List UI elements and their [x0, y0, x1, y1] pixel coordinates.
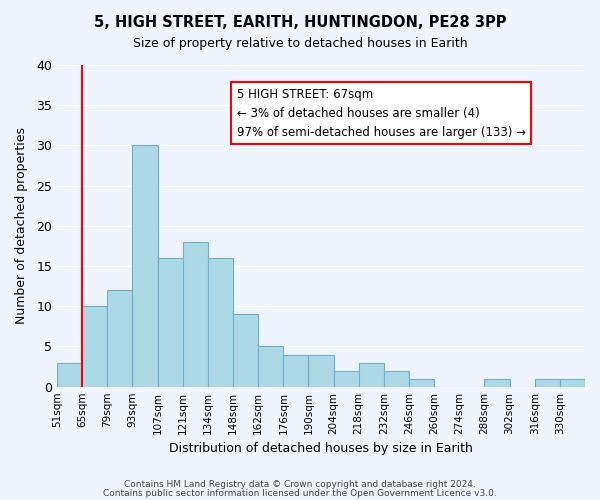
- Bar: [82, 306, 107, 386]
- Bar: [283, 354, 308, 386]
- Bar: [334, 370, 359, 386]
- Bar: [409, 378, 434, 386]
- Bar: [384, 370, 409, 386]
- Bar: [359, 362, 384, 386]
- Bar: [208, 258, 233, 386]
- Text: Contains public sector information licensed under the Open Government Licence v3: Contains public sector information licen…: [103, 488, 497, 498]
- Bar: [57, 362, 82, 386]
- X-axis label: Distribution of detached houses by size in Earith: Distribution of detached houses by size …: [169, 442, 473, 455]
- Y-axis label: Number of detached properties: Number of detached properties: [15, 128, 28, 324]
- Bar: [233, 314, 258, 386]
- Bar: [183, 242, 208, 386]
- Text: Contains HM Land Registry data © Crown copyright and database right 2024.: Contains HM Land Registry data © Crown c…: [124, 480, 476, 489]
- Bar: [484, 378, 509, 386]
- Text: Size of property relative to detached houses in Earith: Size of property relative to detached ho…: [133, 38, 467, 51]
- Bar: [107, 290, 133, 386]
- Text: 5, HIGH STREET, EARITH, HUNTINGDON, PE28 3PP: 5, HIGH STREET, EARITH, HUNTINGDON, PE28…: [94, 15, 506, 30]
- Bar: [535, 378, 560, 386]
- Bar: [158, 258, 183, 386]
- Bar: [308, 354, 334, 386]
- Bar: [258, 346, 283, 387]
- Bar: [560, 378, 585, 386]
- Text: 5 HIGH STREET: 67sqm
← 3% of detached houses are smaller (4)
97% of semi-detache: 5 HIGH STREET: 67sqm ← 3% of detached ho…: [236, 88, 526, 138]
- Bar: [133, 146, 158, 386]
